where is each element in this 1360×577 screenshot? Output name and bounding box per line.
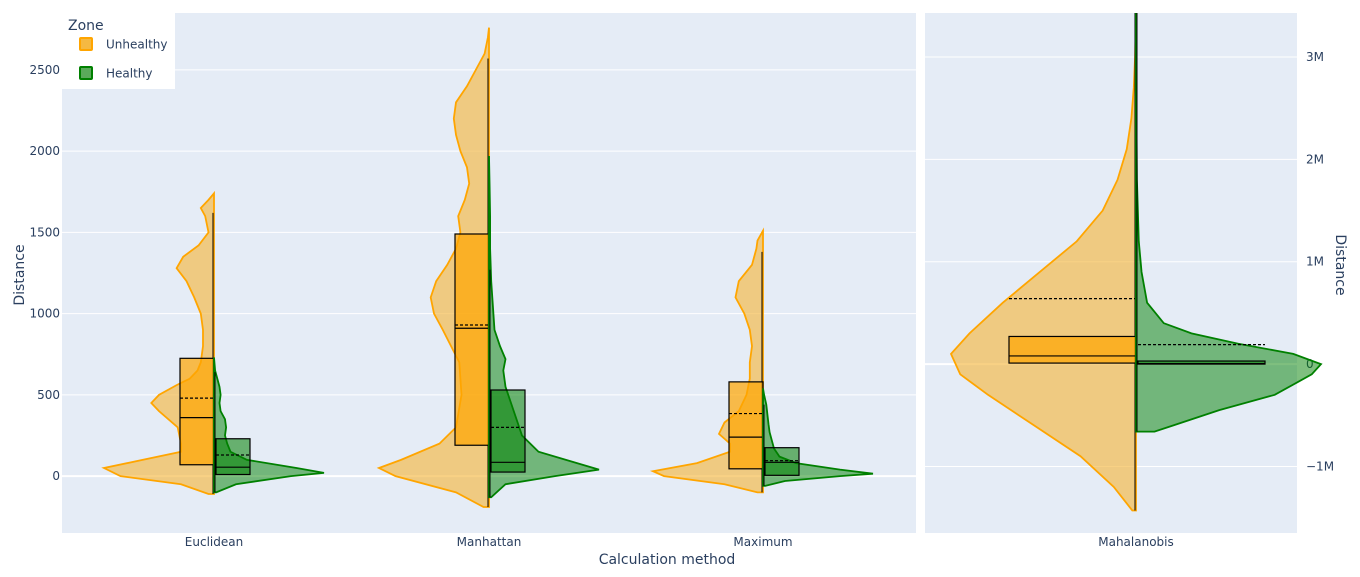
y-axis-ticks-main: 0 500 1000 1500 2000 2500 xyxy=(29,63,60,483)
y-tick-label: 1M xyxy=(1306,255,1324,269)
box-healthy xyxy=(764,447,800,476)
mahalanobis-violin-panel: −1M01M2M3M Mahalanobis Distance xyxy=(925,12,1348,549)
x-axis-ticks-main: Euclidean Manhattan Maximum xyxy=(185,535,793,549)
main-violin-panel: 0 500 1000 1500 2000 2500 Euclidean Manhattan M… xyxy=(12,13,916,568)
x-tick-label: Euclidean xyxy=(185,535,243,549)
legend-item-unhealthy[interactable]: Unhealthy xyxy=(79,37,167,52)
y-tick-label: 1000 xyxy=(29,307,60,321)
legend-swatch-healthy xyxy=(79,66,93,80)
y-tick-label: 0 xyxy=(52,469,60,483)
y-axis-title-right: Distance xyxy=(1332,234,1348,295)
x-tick-label: Manhattan xyxy=(457,535,522,549)
legend-title: Zone xyxy=(68,18,104,34)
y-tick-label: 2000 xyxy=(29,144,60,158)
box-unhealthy xyxy=(728,381,764,470)
y-tick-label: 500 xyxy=(37,388,60,402)
legend-swatch-unhealthy xyxy=(79,37,93,51)
box-healthy xyxy=(215,438,251,476)
y-tick-label: 2500 xyxy=(29,63,60,77)
box-unhealthy xyxy=(454,233,490,446)
x-tick-label: Mahalanobis xyxy=(1098,535,1174,549)
box-unhealthy xyxy=(1008,335,1137,364)
box-healthy xyxy=(490,389,526,473)
violin-unhealthy xyxy=(949,12,1137,512)
y-tick-label: 2M xyxy=(1306,152,1324,166)
violins-mahalanobis xyxy=(949,12,1323,512)
legend-label-healthy: Healthy xyxy=(106,67,153,81)
box-unhealthy xyxy=(179,357,215,466)
legend-label-unhealthy: Unhealthy xyxy=(106,38,167,52)
x-tick-label: Maximum xyxy=(733,535,792,549)
x-axis-title: Calculation method xyxy=(599,552,736,568)
y-axis-title-left: Distance xyxy=(12,244,28,305)
legend: Zone Unhealthy Healthy xyxy=(62,13,175,89)
y-tick-label: 1500 xyxy=(29,225,60,239)
x-axis-ticks-mahalanobis: Mahalanobis xyxy=(1098,535,1174,549)
y-tick-label: −1M xyxy=(1306,459,1334,473)
y-tick-label: 3M xyxy=(1306,50,1324,64)
legend-item-healthy[interactable]: Healthy xyxy=(79,66,153,81)
violins-main xyxy=(101,27,874,508)
